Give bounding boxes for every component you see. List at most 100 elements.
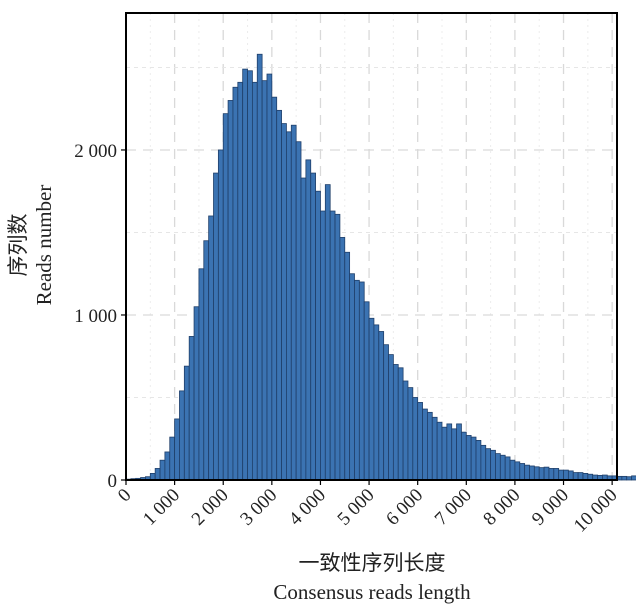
histogram-bar [232, 86, 239, 481]
histogram-bar [193, 306, 200, 481]
histogram-bar [417, 402, 423, 481]
histogram-bar [567, 470, 574, 481]
y-tick-label: 1 000 [74, 306, 117, 327]
histogram-bar [553, 468, 560, 481]
histogram-bar [402, 380, 409, 481]
histogram-bar [363, 301, 370, 481]
x-axis-title: Consensus reads length [273, 580, 471, 604]
x-tick-label: 9 000 [528, 485, 573, 530]
histogram-bar [422, 408, 428, 481]
histogram-bar [315, 190, 321, 481]
histogram-bar [242, 68, 248, 481]
histogram-bar [213, 172, 219, 481]
histogram-bar [495, 453, 501, 481]
histogram-bar [533, 466, 540, 481]
histogram-bar [543, 466, 550, 481]
histogram-bar [334, 213, 341, 481]
histogram-bar [456, 423, 462, 481]
histogram-bar [388, 354, 394, 481]
histogram-bar [251, 81, 258, 481]
histogram-bar [626, 476, 632, 481]
histogram-bar [164, 451, 171, 481]
histogram-bar [441, 426, 448, 481]
histogram-bar [446, 423, 453, 481]
histogram-bar [499, 454, 506, 481]
x-tick-label: 10 000 [570, 485, 622, 537]
x-tick-label: 8 000 [479, 485, 524, 530]
histogram-bar [383, 344, 389, 481]
histogram-bar [514, 461, 521, 481]
y-axis-ticks: 0 1 000 2 000 [74, 141, 126, 492]
x-tick-label: 0 [114, 485, 136, 507]
histogram-bar [266, 73, 273, 481]
x-tick-label: 1 000 [139, 485, 184, 530]
histogram-bar [237, 81, 244, 481]
histogram-bar [227, 100, 234, 481]
histogram-bar [339, 237, 346, 481]
histogram-bar [504, 456, 511, 481]
histogram-bar [159, 459, 166, 481]
histogram-bar [577, 472, 584, 481]
histogram-bar [208, 215, 214, 481]
histogram-bar [329, 210, 336, 481]
histogram-bar [378, 331, 385, 481]
histogram-bar [431, 416, 438, 481]
histogram-bar [261, 80, 268, 481]
histogram-bar [451, 428, 457, 481]
histogram-bar [354, 279, 360, 481]
histogram-bar [485, 448, 492, 481]
histogram-bar [475, 439, 482, 481]
x-tick-label: 2 000 [188, 485, 233, 530]
histogram-bar [529, 465, 535, 481]
histogram-bar [222, 113, 229, 481]
histogram-bar [310, 172, 316, 481]
x-tick-label: 3 000 [236, 485, 281, 530]
histogram-bar [461, 431, 467, 481]
histogram-bar [198, 268, 205, 481]
histogram-bar [548, 468, 555, 481]
y-tick-label: 0 [108, 471, 118, 492]
histogram-bar [203, 240, 210, 481]
histogram-bar [179, 390, 185, 481]
y-axis-title: Reads number [32, 185, 56, 306]
histogram-bar [397, 367, 404, 481]
histogram-bar [358, 281, 365, 481]
histogram-bar [174, 418, 180, 481]
histogram-bar [300, 177, 307, 481]
histogram-bar [305, 159, 312, 481]
x-tick-label: 6 000 [382, 485, 427, 530]
histogram-bar [217, 149, 224, 481]
x-tick-label: 7 000 [431, 485, 476, 530]
histogram-bars [125, 53, 636, 481]
histogram-bar [407, 387, 414, 481]
histogram-bar [509, 459, 516, 481]
histogram-bar [247, 70, 253, 481]
histogram-bar [490, 449, 496, 481]
plot-frame [125, 12, 618, 481]
histogram-bar [631, 475, 636, 481]
histogram-bar [563, 469, 569, 481]
histogram-bar [344, 251, 351, 481]
histogram-bar [320, 210, 326, 481]
histogram-bar [256, 53, 263, 481]
histogram-bar [470, 436, 477, 481]
x-tick-label: 5 000 [334, 485, 379, 530]
histogram-bar [324, 184, 331, 481]
histogram-bar [392, 364, 399, 481]
histogram-bar [572, 472, 579, 481]
y-axis-title-cn: 序列数 [6, 214, 30, 277]
histogram-bar [368, 317, 375, 481]
histogram-bar [519, 463, 526, 481]
histogram-bar [349, 273, 355, 481]
histogram-bar [281, 123, 287, 481]
histogram-bar [271, 96, 278, 481]
histogram-bar [427, 411, 433, 481]
histogram-bar [295, 141, 302, 481]
histogram-bar [188, 336, 195, 481]
histogram-bar [558, 469, 564, 481]
histogram-bar [621, 475, 628, 481]
histogram-bar [290, 124, 297, 481]
histogram-bar [169, 436, 176, 481]
